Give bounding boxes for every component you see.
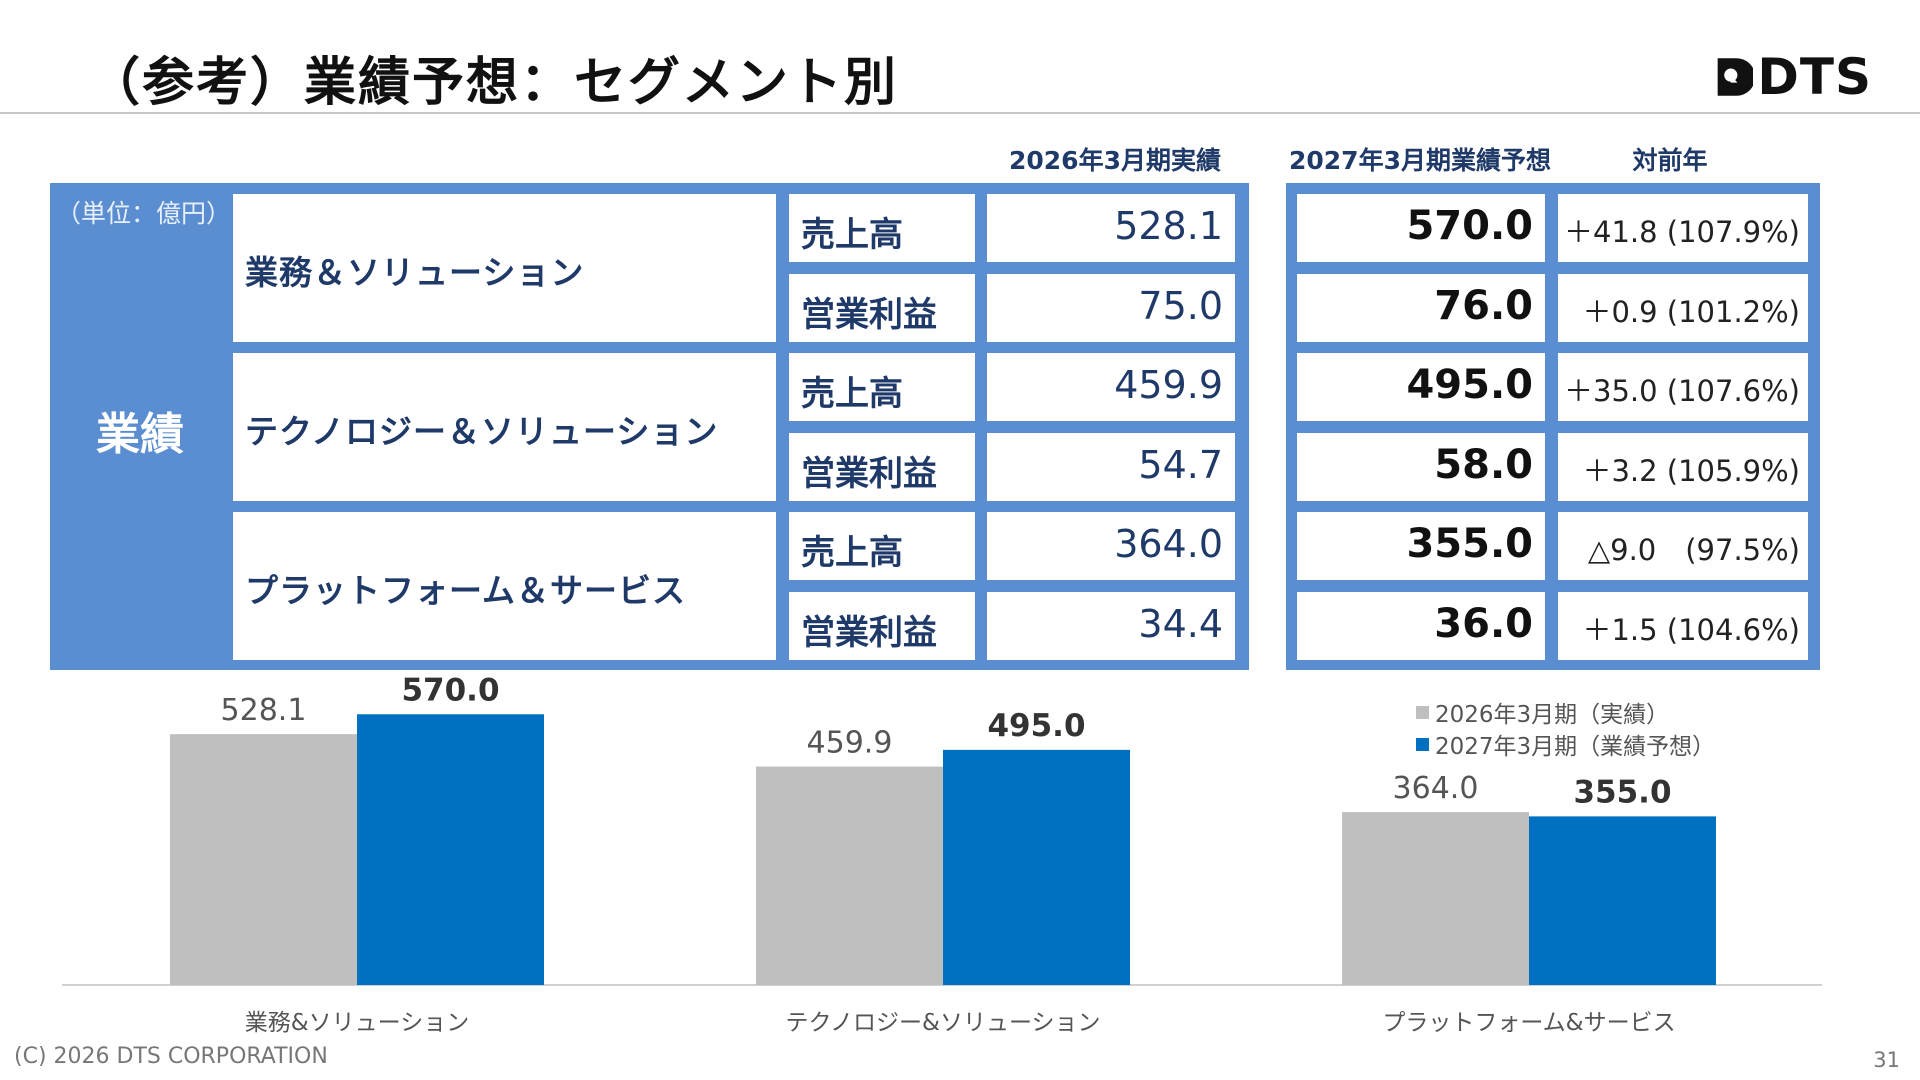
segment-name: プラットフォーム＆サービス — [245, 571, 687, 610]
metric-cell — [789, 353, 975, 421]
metric-label: 営業利益 — [801, 295, 937, 335]
segment-name: 業務＆ソリューション — [245, 253, 585, 292]
header-forecast: 2027年3月期業績予想 — [1289, 146, 1551, 175]
forecast-value: 355.0 — [1406, 521, 1533, 567]
legend-swatch-forecast — [1416, 737, 1429, 751]
bar-forecast — [357, 714, 544, 985]
forecast-value-cell — [1297, 194, 1545, 262]
forecast-value-cell — [1297, 592, 1545, 660]
unit-label: （単位：億円） — [56, 199, 232, 228]
forecast-value: 495.0 — [1406, 362, 1533, 408]
row-group-label: 業績 — [96, 409, 184, 460]
bar-value-label: 459.9 — [807, 726, 893, 761]
dts-logo-mark-icon — [1717, 58, 1754, 96]
actual-value: 34.4 — [1138, 602, 1223, 646]
bar-forecast — [1529, 816, 1716, 985]
bar-value-label: 355.0 — [1573, 774, 1671, 810]
actual-value-cell — [987, 512, 1235, 580]
copyright: (C) 2026 DTS CORPORATION — [14, 1044, 328, 1069]
actual-value: 54.7 — [1138, 443, 1223, 487]
yoy-cell — [1558, 194, 1808, 262]
metric-cell — [789, 592, 975, 660]
title-divider — [0, 112, 1920, 114]
metric-cell — [789, 274, 975, 342]
actual-value-cell — [987, 194, 1235, 262]
yoy-value: ＋41.8 (107.9%) — [1564, 215, 1800, 249]
segment-cell — [233, 512, 776, 660]
metric-label: 売上高 — [801, 374, 903, 414]
yoy-cell — [1558, 274, 1808, 342]
x-tick-label: テクノロジー&ソリューション — [785, 1010, 1100, 1036]
forecast-value-cell — [1297, 433, 1545, 501]
legend-item: 2027年3月期（業績予想） — [1416, 728, 1715, 760]
actual-value-cell — [987, 353, 1235, 421]
bar-actual — [756, 766, 943, 985]
actual-value: 75.0 — [1138, 284, 1223, 328]
yoy-cell — [1558, 433, 1808, 501]
metric-label: 営業利益 — [801, 613, 937, 653]
actual-value: 528.1 — [1114, 204, 1223, 248]
bar-value-label: 495.0 — [987, 708, 1085, 744]
bar-actual — [1342, 812, 1529, 985]
actual-value: 364.0 — [1114, 522, 1223, 566]
forecast-value-cell — [1297, 274, 1545, 342]
actual-value-cell — [987, 433, 1235, 501]
legend-swatch-actual — [1416, 705, 1429, 719]
metric-cell — [789, 512, 975, 580]
page-title: （参考）業績予想：セグメント別 — [88, 53, 899, 113]
metric-cell — [789, 194, 975, 262]
header-yoy: 対前年 — [1632, 146, 1708, 175]
yoy-cell — [1558, 353, 1808, 421]
forecast-value-cell — [1297, 353, 1545, 421]
actual-value-cell — [987, 274, 1235, 342]
actual-value-cell — [987, 592, 1235, 660]
metric-label: 営業利益 — [801, 454, 937, 494]
forecast-value: 58.0 — [1434, 442, 1533, 488]
bar-forecast — [943, 749, 1130, 985]
yoy-value: ＋3.2 (105.9%) — [1582, 454, 1800, 488]
segment-cell — [233, 353, 776, 501]
forecast-table — [1286, 183, 1820, 670]
forecast-value: 36.0 — [1434, 601, 1533, 647]
logo-text: DTS — [1757, 48, 1872, 106]
chart-legend: 2026年3月期（実績） 2027年3月期（業績予想） — [1416, 696, 1715, 760]
bar-value-label: 364.0 — [1393, 771, 1479, 806]
forecast-value: 76.0 — [1434, 283, 1533, 329]
bar-value-label: 570.0 — [401, 672, 499, 708]
header-actual: 2026年3月期実績 — [1009, 146, 1221, 175]
forecast-value-cell — [1297, 512, 1545, 580]
metric-cell — [789, 433, 975, 501]
yoy-cell — [1558, 512, 1808, 580]
yoy-value: ＋1.5 (104.6%) — [1582, 613, 1800, 647]
legend-label: 2027年3月期（業績予想） — [1435, 734, 1716, 760]
metric-label: 売上高 — [801, 533, 903, 573]
page-number: 31 — [1873, 1048, 1900, 1072]
actual-value: 459.9 — [1114, 363, 1223, 407]
segment-name: テクノロジー＆ソリューション — [245, 412, 719, 451]
x-tick-label: プラットフォーム&サービス — [1382, 1010, 1675, 1036]
yoy-value: △9.0 (97.5%) — [1587, 533, 1800, 567]
company-logo: DTS — [1712, 52, 1872, 102]
legend-label: 2026年3月期（実績） — [1435, 702, 1670, 728]
yoy-cell — [1558, 592, 1808, 660]
bar-value-label: 528.1 — [221, 693, 307, 728]
bar-actual — [170, 734, 357, 985]
yoy-value: ＋35.0 (107.6%) — [1564, 374, 1800, 408]
forecast-value: 570.0 — [1406, 203, 1533, 249]
legend-item: 2026年3月期（実績） — [1416, 696, 1715, 728]
metric-label: 売上高 — [801, 215, 903, 255]
x-tick-label: 業務&ソリューション — [245, 1010, 469, 1036]
segment-cell — [233, 194, 776, 342]
yoy-value: ＋0.9 (101.2%) — [1582, 295, 1800, 329]
